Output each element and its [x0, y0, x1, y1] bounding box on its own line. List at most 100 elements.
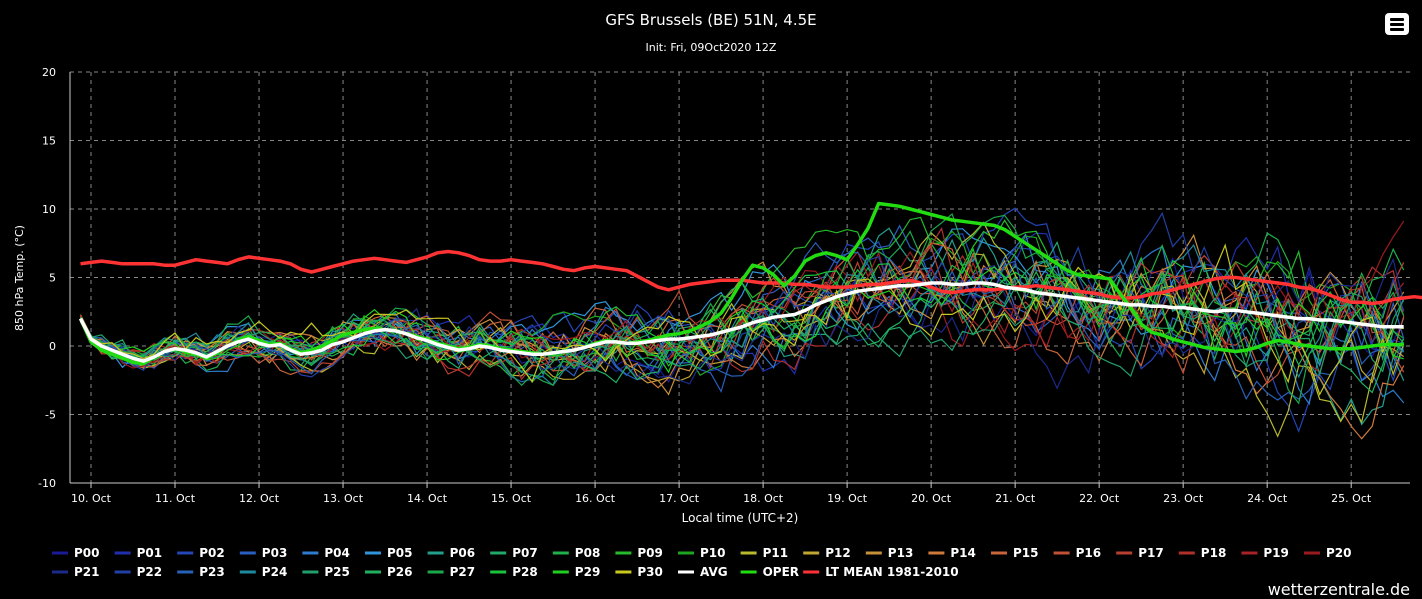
y-tick-label: -10 [38, 477, 56, 490]
legend-label: P13 [888, 546, 914, 560]
legend-item-p14[interactable]: P14 [928, 546, 976, 560]
legend-label: P26 [387, 565, 413, 579]
chart-title: GFS Brussels (BE) 51N, 4.5E [605, 11, 816, 29]
legend-item-p25[interactable]: P25 [302, 565, 350, 579]
legend-label: P07 [512, 546, 538, 560]
legend-item-p26[interactable]: P26 [365, 565, 413, 579]
y-tick-label: 0 [49, 340, 56, 353]
legend-item-p29[interactable]: P29 [553, 565, 601, 579]
legend-label: P17 [1138, 546, 1164, 560]
ensemble-members [81, 208, 1404, 439]
x-tick-label: 23. Oct [1163, 492, 1204, 505]
y-axis-label: 850 hPa Temp. (°C) [13, 225, 26, 331]
legend-label: P00 [74, 546, 100, 560]
legend-label: P10 [700, 546, 726, 560]
legend-label: P01 [137, 546, 163, 560]
legend-item-p08[interactable]: P08 [553, 546, 601, 560]
watermark: wetterzentrale.de [1268, 580, 1410, 599]
legend-label: P23 [199, 565, 225, 579]
legend-item-p15[interactable]: P15 [991, 546, 1039, 560]
legend-item-p13[interactable]: P13 [866, 546, 914, 560]
legend-label: P06 [450, 546, 476, 560]
y-tick-labels: -10 -5 0 5 10 15 20 [38, 66, 56, 490]
x-tick-label: 10. Oct [71, 492, 112, 505]
legend-item-p11[interactable]: P11 [741, 546, 789, 560]
y-tick-label: 15 [42, 135, 56, 148]
x-axis-label: Local time (UTC+2) [682, 511, 799, 525]
legend-item-oper[interactable]: OPER [741, 565, 799, 579]
legend-item-p04[interactable]: P04 [302, 546, 350, 560]
legend-item-p00[interactable]: P00 [52, 546, 100, 560]
legend-label: P18 [1201, 546, 1227, 560]
legend-item-p22[interactable]: P22 [115, 565, 163, 579]
legend-item-p20[interactable]: P20 [1304, 546, 1352, 560]
legend-label: P27 [450, 565, 476, 579]
legend-item-p30[interactable]: P30 [615, 565, 663, 579]
legend[interactable]: P00 P01 P02 P03 P04 P05 P06 P07 P08 P09 P10 P11 P12 P… [52, 546, 1352, 579]
x-tick-label: 15. Oct [491, 492, 532, 505]
legend-item-p06[interactable]: P06 [428, 546, 476, 560]
legend-label: P05 [387, 546, 413, 560]
x-tick-label: 17. Oct [659, 492, 700, 505]
x-tick-label: 11. Oct [155, 492, 196, 505]
legend-item-p10[interactable]: P10 [678, 546, 726, 560]
legend-item-avg[interactable]: AVG [678, 565, 728, 579]
x-tick-label: 18. Oct [743, 492, 784, 505]
legend-item-p24[interactable]: P24 [240, 565, 287, 579]
legend-label: P21 [74, 565, 100, 579]
legend-label: P04 [324, 546, 350, 560]
legend-item-p09[interactable]: P09 [615, 546, 663, 560]
legend-label: P09 [637, 546, 663, 560]
legend-label: P20 [1326, 546, 1352, 560]
legend-label: P19 [1263, 546, 1289, 560]
x-tick-label: 20. Oct [911, 492, 952, 505]
x-tick-label: 14. Oct [407, 492, 448, 505]
legend-item-p07[interactable]: P07 [490, 546, 538, 560]
y-tick-label: 20 [42, 66, 56, 79]
x-tick-label: 24. Oct [1247, 492, 1288, 505]
legend-item-p02[interactable]: P02 [177, 546, 225, 560]
legend-label: P16 [1076, 546, 1102, 560]
x-tick-label: 22. Oct [1079, 492, 1120, 505]
legend-item-p27[interactable]: P27 [428, 565, 476, 579]
legend-label: P08 [575, 546, 601, 560]
legend-item-p19[interactable]: P19 [1241, 546, 1289, 560]
legend-label: P02 [199, 546, 225, 560]
y-tick-label: 10 [42, 203, 56, 216]
legend-label: LT MEAN 1981-2010 [825, 565, 958, 579]
legend-label: P03 [262, 546, 288, 560]
legend-label: P14 [950, 546, 976, 560]
legend-item-p23[interactable]: P23 [177, 565, 225, 579]
chart-subtitle: Init: Fri, 09Oct2020 12Z [646, 41, 777, 54]
legend-label: P12 [825, 546, 851, 560]
x-tick-label: 21. Oct [995, 492, 1036, 505]
legend-label: AVG [700, 565, 728, 579]
menu-icon[interactable] [1385, 13, 1409, 35]
legend-item-p18[interactable]: P18 [1179, 546, 1227, 560]
legend-label: P29 [575, 565, 601, 579]
legend-label: P11 [763, 546, 789, 560]
legend-item-lt-mean-1981-2010[interactable]: LT MEAN 1981-2010 [803, 565, 958, 579]
x-tick-label: 16. Oct [575, 492, 616, 505]
legend-label: OPER [763, 565, 799, 579]
legend-item-p01[interactable]: P01 [115, 546, 163, 560]
legend-item-p05[interactable]: P05 [365, 546, 413, 560]
x-tick-label: 19. Oct [827, 492, 868, 505]
legend-label: P22 [137, 565, 163, 579]
legend-item-p21[interactable]: P21 [52, 565, 100, 579]
legend-item-p03[interactable]: P03 [240, 546, 287, 560]
y-tick-label: 5 [49, 272, 56, 285]
x-tick-label: 25. Oct [1331, 492, 1372, 505]
legend-label: P24 [262, 565, 288, 579]
legend-item-p12[interactable]: P12 [803, 546, 851, 560]
legend-label: P30 [637, 565, 663, 579]
y-tick-label: -5 [45, 409, 56, 422]
legend-label: P28 [512, 565, 538, 579]
legend-item-p28[interactable]: P28 [490, 565, 538, 579]
legend-item-p16[interactable]: P16 [1054, 546, 1102, 560]
legend-item-p17[interactable]: P17 [1116, 546, 1164, 560]
x-tick-label: 13. Oct [323, 492, 364, 505]
legend-label: P25 [324, 565, 350, 579]
